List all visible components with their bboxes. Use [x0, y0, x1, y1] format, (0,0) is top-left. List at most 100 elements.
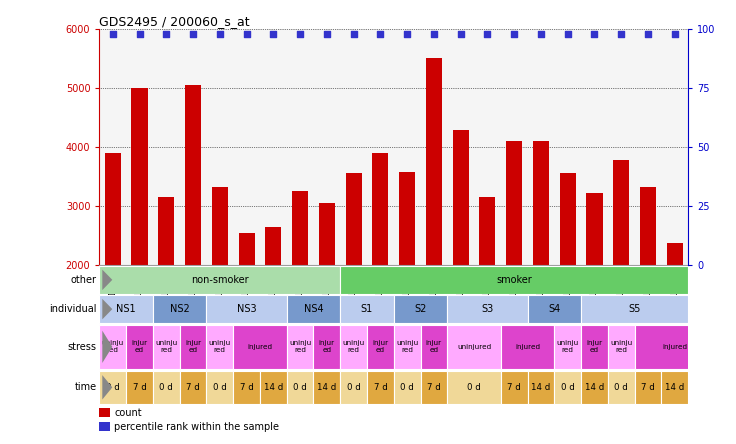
Text: smoker: smoker [496, 275, 532, 285]
Point [294, 30, 306, 37]
Bar [420, 325, 447, 369]
Bar [367, 325, 394, 369]
Text: other: other [71, 275, 96, 285]
Text: 0 d: 0 d [293, 383, 307, 392]
Text: non-smoker: non-smoker [191, 275, 249, 285]
Bar [180, 371, 206, 404]
Bar [99, 325, 126, 369]
Bar [212, 186, 228, 265]
Text: 7 d: 7 d [427, 383, 441, 392]
Text: injured: injured [662, 344, 687, 350]
Text: 7 d: 7 d [507, 383, 521, 392]
Point [615, 30, 627, 37]
Point [589, 30, 601, 37]
Text: uninju
red: uninju red [102, 340, 124, 353]
Bar [287, 295, 340, 323]
Text: individual: individual [49, 304, 96, 314]
Point [401, 30, 413, 37]
Text: injured: injured [515, 344, 540, 350]
Text: NS3: NS3 [237, 304, 256, 314]
Text: injur
ed: injur ed [372, 340, 389, 353]
Text: NS2: NS2 [170, 304, 190, 314]
Text: GDS2495 / 200060_s_at: GDS2495 / 200060_s_at [99, 15, 250, 28]
Bar [233, 325, 287, 369]
Text: 0 d: 0 d [561, 383, 575, 392]
Bar [99, 266, 340, 294]
Bar [667, 243, 683, 265]
Text: injur
ed: injur ed [185, 340, 201, 353]
Text: 7 d: 7 d [186, 383, 200, 392]
Bar [399, 172, 415, 265]
Bar [528, 295, 581, 323]
Bar [265, 227, 281, 265]
Text: S5: S5 [629, 304, 641, 314]
Point [347, 30, 359, 37]
Polygon shape [102, 299, 113, 319]
Bar [346, 173, 361, 265]
Bar [634, 371, 662, 404]
Bar [608, 325, 634, 369]
Point [428, 30, 440, 37]
Point [214, 30, 226, 37]
Bar [206, 295, 287, 323]
Bar [340, 325, 367, 369]
Bar [426, 59, 442, 265]
Text: 0 d: 0 d [160, 383, 173, 392]
Text: injur
ed: injur ed [426, 340, 442, 353]
Text: S1: S1 [361, 304, 373, 314]
Bar [447, 371, 500, 404]
Text: 14 d: 14 d [665, 383, 684, 392]
Bar [314, 325, 340, 369]
Bar [500, 371, 528, 404]
Bar [340, 266, 688, 294]
Text: 7 d: 7 d [240, 383, 253, 392]
Bar [314, 371, 340, 404]
Polygon shape [102, 375, 113, 400]
Bar [367, 371, 394, 404]
Bar [233, 371, 260, 404]
Text: 14 d: 14 d [531, 383, 551, 392]
Bar [180, 325, 206, 369]
Bar [132, 88, 147, 265]
Bar [662, 371, 688, 404]
Bar [559, 173, 576, 265]
Bar [453, 131, 469, 265]
Bar [554, 371, 581, 404]
Point [107, 30, 118, 37]
Text: uninju
red: uninju red [342, 340, 365, 353]
Point [134, 30, 146, 37]
Text: uninju
red: uninju red [289, 340, 311, 353]
Bar [126, 325, 153, 369]
Point [481, 30, 493, 37]
Bar [153, 325, 180, 369]
Text: 7 d: 7 d [373, 383, 387, 392]
Bar [206, 325, 233, 369]
Text: percentile rank within the sample: percentile rank within the sample [114, 422, 279, 432]
Bar [287, 371, 314, 404]
Bar [99, 408, 110, 417]
Bar [479, 197, 495, 265]
Bar [581, 325, 608, 369]
Text: injur
ed: injur ed [587, 340, 603, 353]
Point [562, 30, 573, 37]
Text: uninju
red: uninju red [556, 340, 578, 353]
Point [642, 30, 654, 37]
Bar [206, 371, 233, 404]
Bar [105, 153, 121, 265]
Text: NS4: NS4 [304, 304, 323, 314]
Bar [319, 203, 335, 265]
Bar [99, 295, 153, 323]
Bar [587, 193, 603, 265]
Text: injur
ed: injur ed [132, 340, 147, 353]
Point [669, 30, 681, 37]
Bar [287, 325, 314, 369]
Text: 7 d: 7 d [641, 383, 655, 392]
Text: 14 d: 14 d [585, 383, 604, 392]
Bar [554, 325, 581, 369]
Text: 0 d: 0 d [106, 383, 120, 392]
Bar [533, 141, 549, 265]
Point [509, 30, 520, 37]
Text: 7 d: 7 d [132, 383, 146, 392]
Bar [340, 295, 394, 323]
Text: time: time [74, 382, 96, 392]
